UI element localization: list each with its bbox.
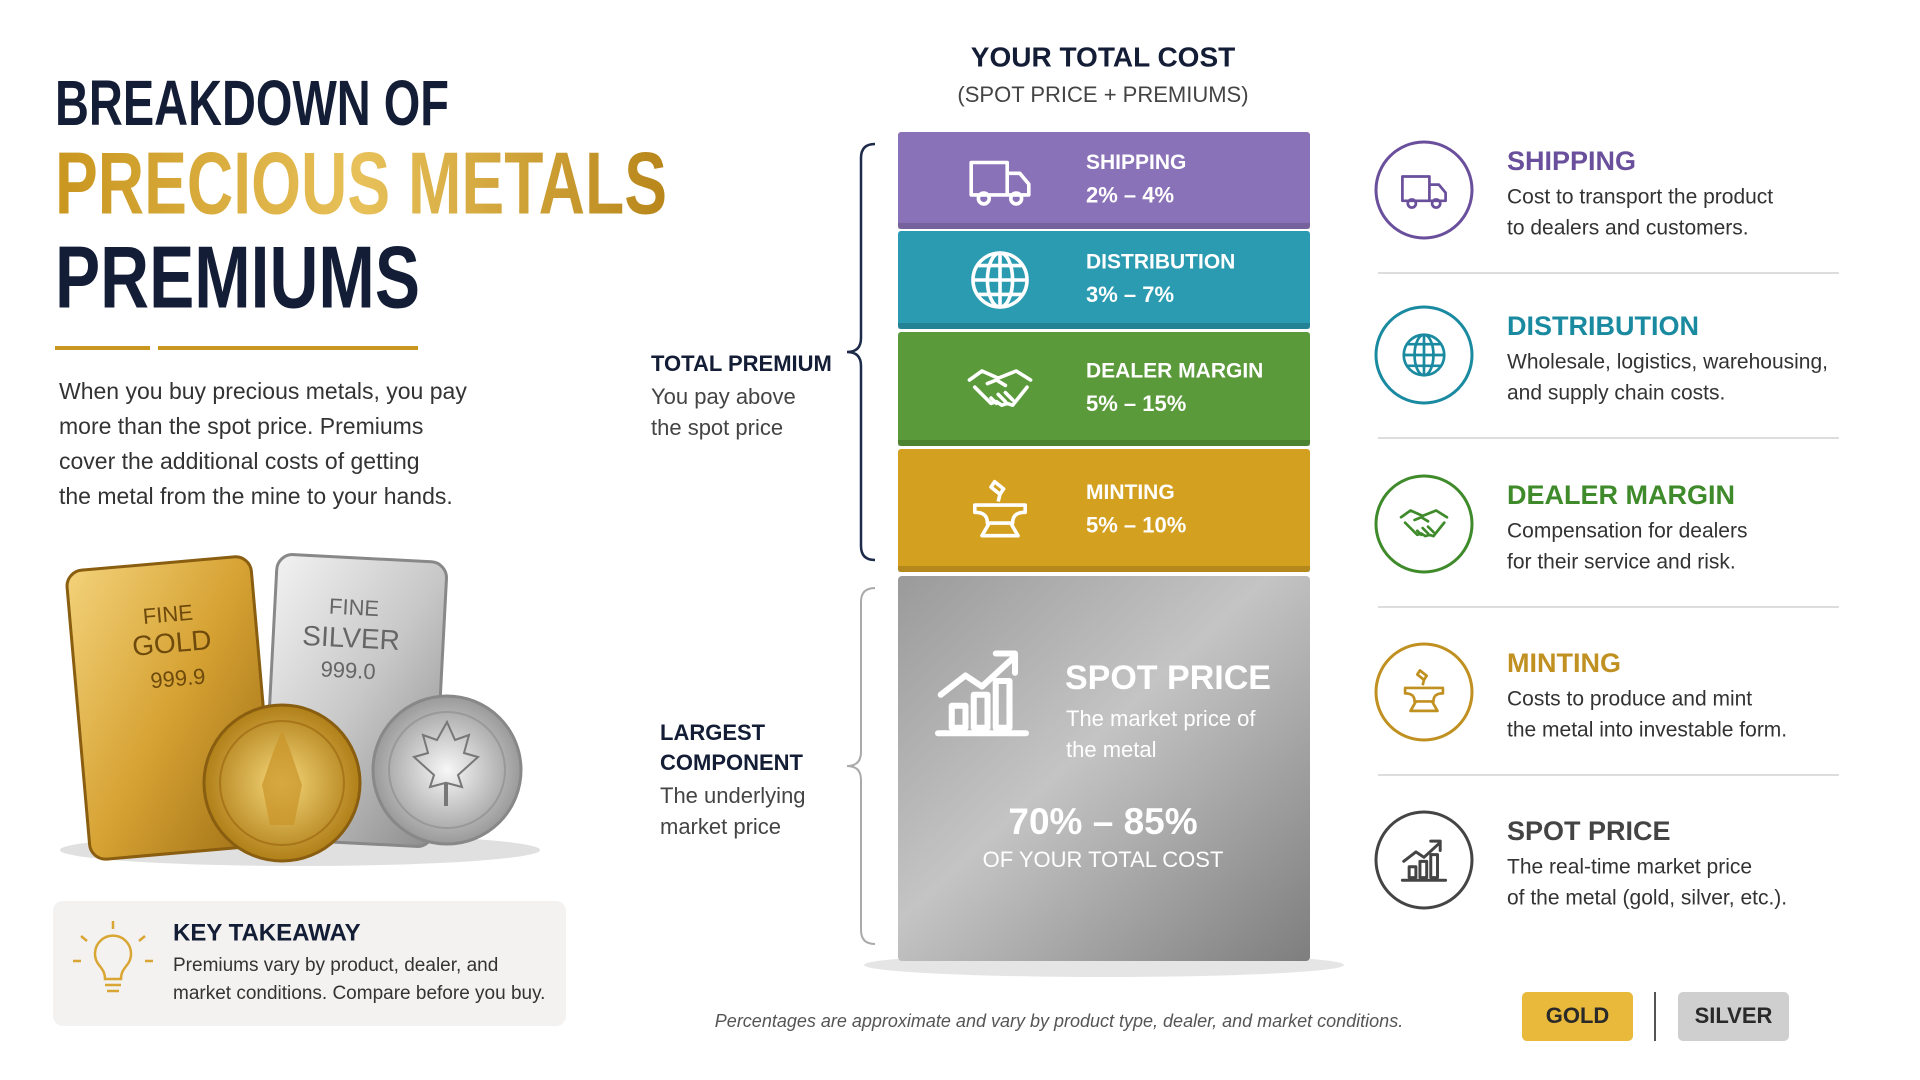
takeaway-line: market conditions. Compare before you bu… bbox=[173, 983, 545, 1004]
segment-label: SHIPPING bbox=[1086, 151, 1186, 174]
icon bbox=[1402, 333, 1446, 377]
takeaway-box bbox=[53, 901, 566, 1026]
legend-ring bbox=[1374, 642, 1474, 742]
bracket-title: COMPONENT bbox=[660, 750, 804, 775]
intro-line: the metal from the mine to your hands. bbox=[59, 483, 453, 509]
intro-line: When you buy precious metals, you pay bbox=[59, 378, 467, 404]
spot-label: SPOT PRICE bbox=[1065, 659, 1271, 697]
spot-description: the metal bbox=[1066, 737, 1157, 762]
spot-range: 70% – 85% bbox=[1008, 801, 1197, 842]
toggle-bg[interactable] bbox=[1522, 992, 1633, 1041]
spot-block bbox=[898, 576, 1310, 961]
stack-segment bbox=[898, 132, 1310, 229]
legend-text: Compensation for dealers bbox=[1507, 520, 1747, 543]
stack-subtitle: (SPOT PRICE + PREMIUMS) bbox=[957, 82, 1248, 107]
legend-text: Wholesale, logistics, warehousing, bbox=[1507, 351, 1828, 374]
footnote: Percentages are approximate and vary by … bbox=[715, 1011, 1403, 1031]
bracket-text: the spot price bbox=[651, 415, 783, 440]
stack-segment bbox=[898, 332, 1310, 446]
bracket-title: TOTAL PREMIUM bbox=[651, 351, 832, 376]
legend-text: Cost to transport the product bbox=[1507, 186, 1773, 209]
legend-title: DEALER MARGIN bbox=[1507, 480, 1735, 510]
spot-bracket bbox=[846, 587, 876, 945]
legend-title: MINTING bbox=[1507, 648, 1621, 678]
bracket-text: The underlying bbox=[660, 783, 806, 808]
legend-text: of the metal (gold, silver, etc.). bbox=[1507, 887, 1787, 910]
stack-segment bbox=[898, 449, 1310, 572]
bracket-text: market price bbox=[660, 814, 781, 839]
segment-shade bbox=[898, 440, 1310, 446]
bar-engraving: GOLD bbox=[131, 624, 213, 662]
toggle-label[interactable]: GOLD bbox=[1546, 1003, 1610, 1028]
segment-range: 2% – 4% bbox=[1086, 182, 1174, 207]
premium-bracket bbox=[846, 142, 876, 562]
title-line: BREAKDOWN OF bbox=[55, 67, 449, 139]
segment-label: DEALER MARGIN bbox=[1086, 360, 1263, 383]
legend-text: the metal into investable form. bbox=[1507, 719, 1787, 742]
bar-engraving: FINE bbox=[142, 600, 194, 629]
icon bbox=[971, 251, 1029, 309]
toggle-label[interactable]: SILVER bbox=[1695, 1003, 1773, 1028]
segment-range: 5% – 15% bbox=[1086, 391, 1186, 416]
takeaway-line: Premiums vary by product, dealer, and bbox=[173, 955, 498, 976]
legend-title: DISTRIBUTION bbox=[1507, 311, 1699, 341]
spot-range-caption: OF YOUR TOTAL COST bbox=[983, 847, 1224, 872]
title-line: PRECIOUS METALS bbox=[55, 133, 667, 232]
toggle-button[interactable]: GOLD bbox=[1522, 992, 1633, 1041]
toggle-bg[interactable] bbox=[1678, 992, 1789, 1041]
legend-text: Costs to produce and mint bbox=[1507, 688, 1752, 711]
segment-label: MINTING bbox=[1086, 481, 1175, 504]
legend-text: to dealers and customers. bbox=[1507, 217, 1749, 240]
spot-description: The market price of bbox=[1066, 706, 1256, 731]
intro-line: more than the spot price. Premiums bbox=[59, 413, 423, 439]
metals-illustration bbox=[60, 553, 540, 866]
segment-label: DISTRIBUTION bbox=[1086, 251, 1235, 274]
segment-shade bbox=[898, 223, 1310, 229]
bracket-title: LARGEST bbox=[660, 720, 766, 745]
segment-shade bbox=[898, 566, 1310, 572]
legend-ring bbox=[1374, 474, 1474, 574]
stack-segment bbox=[898, 231, 1310, 329]
legend-title: SHIPPING bbox=[1507, 146, 1636, 176]
legend-text: and supply chain costs. bbox=[1507, 382, 1725, 405]
segment-range: 5% – 10% bbox=[1086, 512, 1186, 537]
legend-ring bbox=[1374, 140, 1474, 240]
toggle-button[interactable]: SILVER bbox=[1678, 992, 1789, 1041]
legend-text: for their service and risk. bbox=[1507, 551, 1736, 574]
legend-title: SPOT PRICE bbox=[1507, 816, 1671, 846]
intro-line: cover the additional costs of getting bbox=[59, 448, 420, 474]
stack-title: YOUR TOTAL COST bbox=[971, 41, 1235, 72]
legend-text: The real-time market price bbox=[1507, 856, 1752, 879]
segment-shade bbox=[898, 323, 1310, 329]
bar-engraving: 999.0 bbox=[320, 656, 376, 684]
bar-engraving: FINE bbox=[328, 594, 379, 622]
title-line: PREMIUMS bbox=[55, 227, 420, 326]
bar-engraving: SILVER bbox=[302, 620, 401, 656]
bar-engraving: 999.9 bbox=[149, 663, 206, 693]
takeaway-title: KEY TAKEAWAY bbox=[173, 919, 361, 946]
bulb-icon bbox=[73, 921, 153, 993]
segment-range: 3% – 7% bbox=[1086, 282, 1174, 307]
bracket-text: You pay above bbox=[651, 384, 796, 409]
